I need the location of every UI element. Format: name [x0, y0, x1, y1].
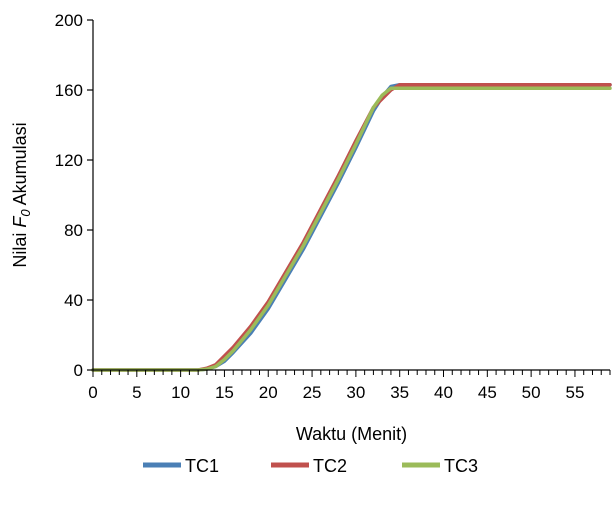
x-axis-title: Waktu (Menit) [296, 424, 407, 444]
x-tick-label: 5 [132, 383, 141, 402]
y-axis-title-prefix: Nilai [10, 228, 30, 268]
series-line-tc3 [91, 86, 612, 372]
x-tick-label: 40 [434, 383, 453, 402]
legend-label-tc3: TC3 [444, 456, 478, 476]
x-tick-label: 25 [303, 383, 322, 402]
y-axis-title-symbol: F [10, 216, 30, 228]
series-lines [91, 83, 612, 372]
x-tick-label: 35 [390, 383, 409, 402]
x-tick-label: 50 [522, 383, 541, 402]
y-tick-label: 160 [55, 81, 83, 100]
y-tick-label: 80 [64, 221, 83, 240]
x-tick-label: 15 [215, 383, 234, 402]
y-axis-title-suffix: Akumulasi [10, 122, 30, 209]
y-tick-label: 40 [64, 291, 83, 310]
y-axis-title: Nilai F0 Akumulasi [10, 122, 33, 267]
y-tick-label: 120 [55, 151, 83, 170]
y-tick-label: 200 [55, 11, 83, 30]
x-tick-label: 55 [565, 383, 584, 402]
tick-labels: 0 5 10 15 20 25 30 35 40 45 50 55 0 40 80 120 160 200 [55, 11, 585, 402]
x-tick-label: 45 [478, 383, 497, 402]
legend-label-tc2: TC2 [313, 456, 347, 476]
x-tick-label: 10 [171, 383, 190, 402]
axes [87, 19, 611, 377]
series-line-tc1 [91, 83, 612, 372]
series-line-tc2 [91, 83, 612, 372]
x-tick-label: 20 [259, 383, 278, 402]
legend: TC1 TC2 TC3 [143, 456, 478, 476]
legend-label-tc1: TC1 [185, 456, 219, 476]
y-tick-label: 0 [74, 361, 83, 380]
x-tick-label: 0 [88, 383, 97, 402]
x-tick-label: 30 [346, 383, 365, 402]
y-axis-title-subscript: 0 [18, 209, 33, 217]
